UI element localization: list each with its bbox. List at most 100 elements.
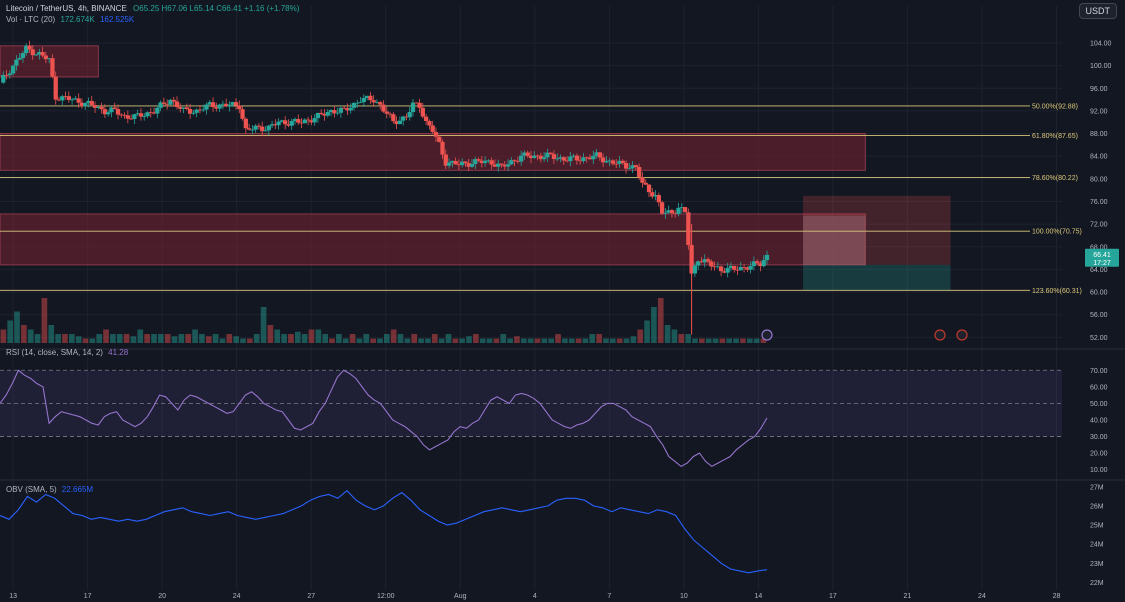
volume-bar (520, 338, 527, 343)
fib-level-label: 123.60%(60.31) (1032, 288, 1082, 295)
candle-body (414, 102, 419, 104)
symbol-title[interactable]: Litecoin / TetherUS, 4h, BINANCE (6, 4, 127, 13)
candle-body (269, 124, 275, 126)
candle-body (437, 136, 442, 142)
candle-body (659, 202, 665, 214)
event-marker-icon (956, 329, 968, 341)
candle-body (712, 266, 717, 268)
volume-bar (500, 334, 507, 343)
candle-body (705, 259, 711, 262)
candle-body (456, 164, 462, 166)
volume-bar (14, 311, 20, 343)
x-tick-label: 13 (9, 593, 17, 600)
volume-bar (336, 334, 342, 343)
volume-bar (404, 338, 411, 343)
candle-body (374, 102, 380, 103)
price-tick-label: 60.00 (1090, 290, 1108, 297)
volume-bar (438, 338, 445, 343)
volume-bar (7, 320, 13, 343)
candle-body (748, 266, 753, 270)
candle-body (538, 155, 543, 160)
candle-body (348, 107, 353, 111)
candle-body (722, 271, 727, 273)
candle-body (482, 160, 488, 164)
fib-level-label: 50.00%(92.88) (1032, 103, 1078, 110)
obv-tick-label: 23M (1090, 561, 1104, 568)
volume-bar (507, 338, 513, 343)
volume-bar (657, 298, 664, 343)
volume-bar (473, 334, 479, 343)
candle-body (669, 210, 675, 214)
candle-body (650, 192, 655, 197)
x-tick-label: 4 (533, 593, 537, 600)
fib-level-label: 78.60%(80.22) (1032, 175, 1078, 182)
candle-body (764, 254, 770, 261)
header-legend: Litecoin / TetherUS, 4h, BINANCE O65.25 … (6, 4, 299, 13)
volume-bar (144, 334, 150, 343)
price-tick-label: 84.00 (1090, 154, 1108, 161)
currency-button[interactable]: USDT (1078, 3, 1117, 19)
candle-body (646, 184, 652, 193)
price-tick-label: 96.00 (1090, 86, 1108, 93)
candle-body (653, 195, 658, 197)
x-tick-label: 28 (1053, 593, 1061, 600)
candle-body (33, 54, 39, 56)
volume-bar (363, 334, 370, 343)
volume-bar (671, 329, 678, 343)
candle-body (142, 116, 147, 118)
candle-body (571, 155, 576, 157)
candle-body (158, 102, 163, 108)
candle-body (407, 112, 412, 118)
obv-title[interactable]: OBV (SMA, 5) (6, 485, 57, 494)
volume-bar (479, 338, 486, 343)
obv-legend: OBV (SMA, 5) 22.665M (6, 485, 93, 494)
volume-bar (712, 338, 719, 343)
candle-body (168, 99, 173, 105)
volume-bar (514, 336, 520, 343)
candle-body (702, 259, 707, 263)
volume-bar (377, 338, 383, 343)
volume-bar (219, 338, 226, 343)
candle-body (355, 102, 360, 104)
candle-body (381, 104, 386, 112)
candle-body (568, 156, 573, 162)
candle-body (253, 125, 258, 130)
volume-bar (534, 338, 541, 343)
candle-body (751, 261, 757, 267)
candle-body (289, 121, 294, 126)
volume-bar (425, 338, 431, 343)
candle-body (286, 124, 291, 126)
candle-body (171, 99, 176, 102)
candle-body (276, 121, 281, 126)
candle-body (315, 112, 321, 119)
candle-body (643, 182, 648, 185)
candle-body (260, 126, 265, 132)
volume-bar (21, 325, 27, 343)
obv-tick-label: 22M (1090, 580, 1104, 587)
candle-body (696, 261, 701, 266)
price-tick-label: 64.00 (1090, 267, 1108, 274)
candle-body (181, 107, 186, 109)
candle-body (125, 115, 130, 119)
volume-title[interactable]: Vol · LTC (20) (6, 15, 56, 24)
volume-bar (630, 336, 637, 343)
candle-body (145, 112, 150, 117)
candle-body (410, 102, 416, 113)
candle-body (630, 165, 635, 169)
candle-body (545, 152, 550, 158)
volume-bar (62, 334, 68, 343)
volume-bar (240, 338, 246, 343)
volume-bar (637, 329, 644, 343)
candle-body (555, 158, 560, 160)
candle-body (102, 109, 108, 115)
candle-body (96, 106, 101, 108)
candle-body (233, 102, 239, 106)
candle-body (165, 103, 170, 105)
volume-bar (493, 338, 500, 343)
price-tick-label: 76.00 (1090, 199, 1108, 206)
volume-bar (322, 334, 329, 343)
rsi-title[interactable]: RSI (14, close, SMA, 14, 2) (6, 348, 103, 357)
candle-body (92, 105, 98, 108)
candle-body (174, 101, 180, 108)
